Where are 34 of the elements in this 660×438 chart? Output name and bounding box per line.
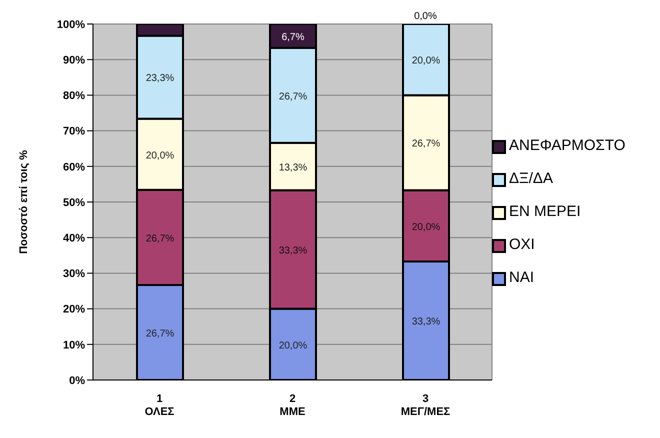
data-label: 0,0%: [414, 11, 438, 22]
y-tick-label: 50%: [62, 196, 86, 209]
legend-label: ΑΝΕΦΑΡΜΟΣΤΟ: [509, 136, 626, 154]
legend-label: ΔΞ/ΔΑ: [509, 170, 553, 186]
y-tick-label: 100%: [56, 18, 86, 31]
data-label: 6,7%: [282, 32, 305, 43]
data-label: 26,7%: [412, 138, 440, 150]
data-label: 20,0%: [412, 56, 440, 67]
y-tick-label: 60%: [62, 161, 86, 174]
legend-label: ΕΝ ΜΕΡΕΙ: [509, 202, 581, 220]
data-label: 33,3%: [412, 316, 440, 328]
data-label: 20,0%: [412, 222, 440, 233]
y-tick-label: 20%: [62, 304, 86, 316]
y-tick-label: 40%: [62, 232, 86, 245]
y-tick-label: 90%: [62, 54, 86, 67]
data-label: 26,7%: [278, 91, 308, 102]
x-tick-label: 2 ΜΜΕ: [280, 393, 306, 418]
y-tick-label: 70%: [62, 126, 86, 138]
y-tick-label: 10%: [62, 339, 86, 352]
y-axis-title: Ποσοστό επί τοις %: [18, 150, 30, 254]
legend-label: ΟΧΙ: [509, 236, 535, 252]
data-label: 26,7%: [146, 233, 174, 244]
x-tick-label: 1 ΟΛΕΣ: [144, 393, 175, 418]
data-label: 20,0%: [146, 150, 174, 162]
y-tick-label: 80%: [62, 90, 86, 102]
y-tick-label: 0%: [69, 374, 86, 387]
legend-label: ΝΑΙ: [509, 268, 534, 286]
data-label: 13,3%: [278, 162, 308, 174]
y-tick-label: 30%: [62, 268, 86, 280]
x-tick-label: 3 ΜΕΓ/ΜΕΣ: [400, 393, 451, 418]
data-label: 23,3%: [146, 73, 174, 84]
data-label: 26,7%: [146, 328, 174, 340]
data-label: 20,0%: [278, 340, 308, 352]
data-label: 33,3%: [278, 246, 308, 257]
